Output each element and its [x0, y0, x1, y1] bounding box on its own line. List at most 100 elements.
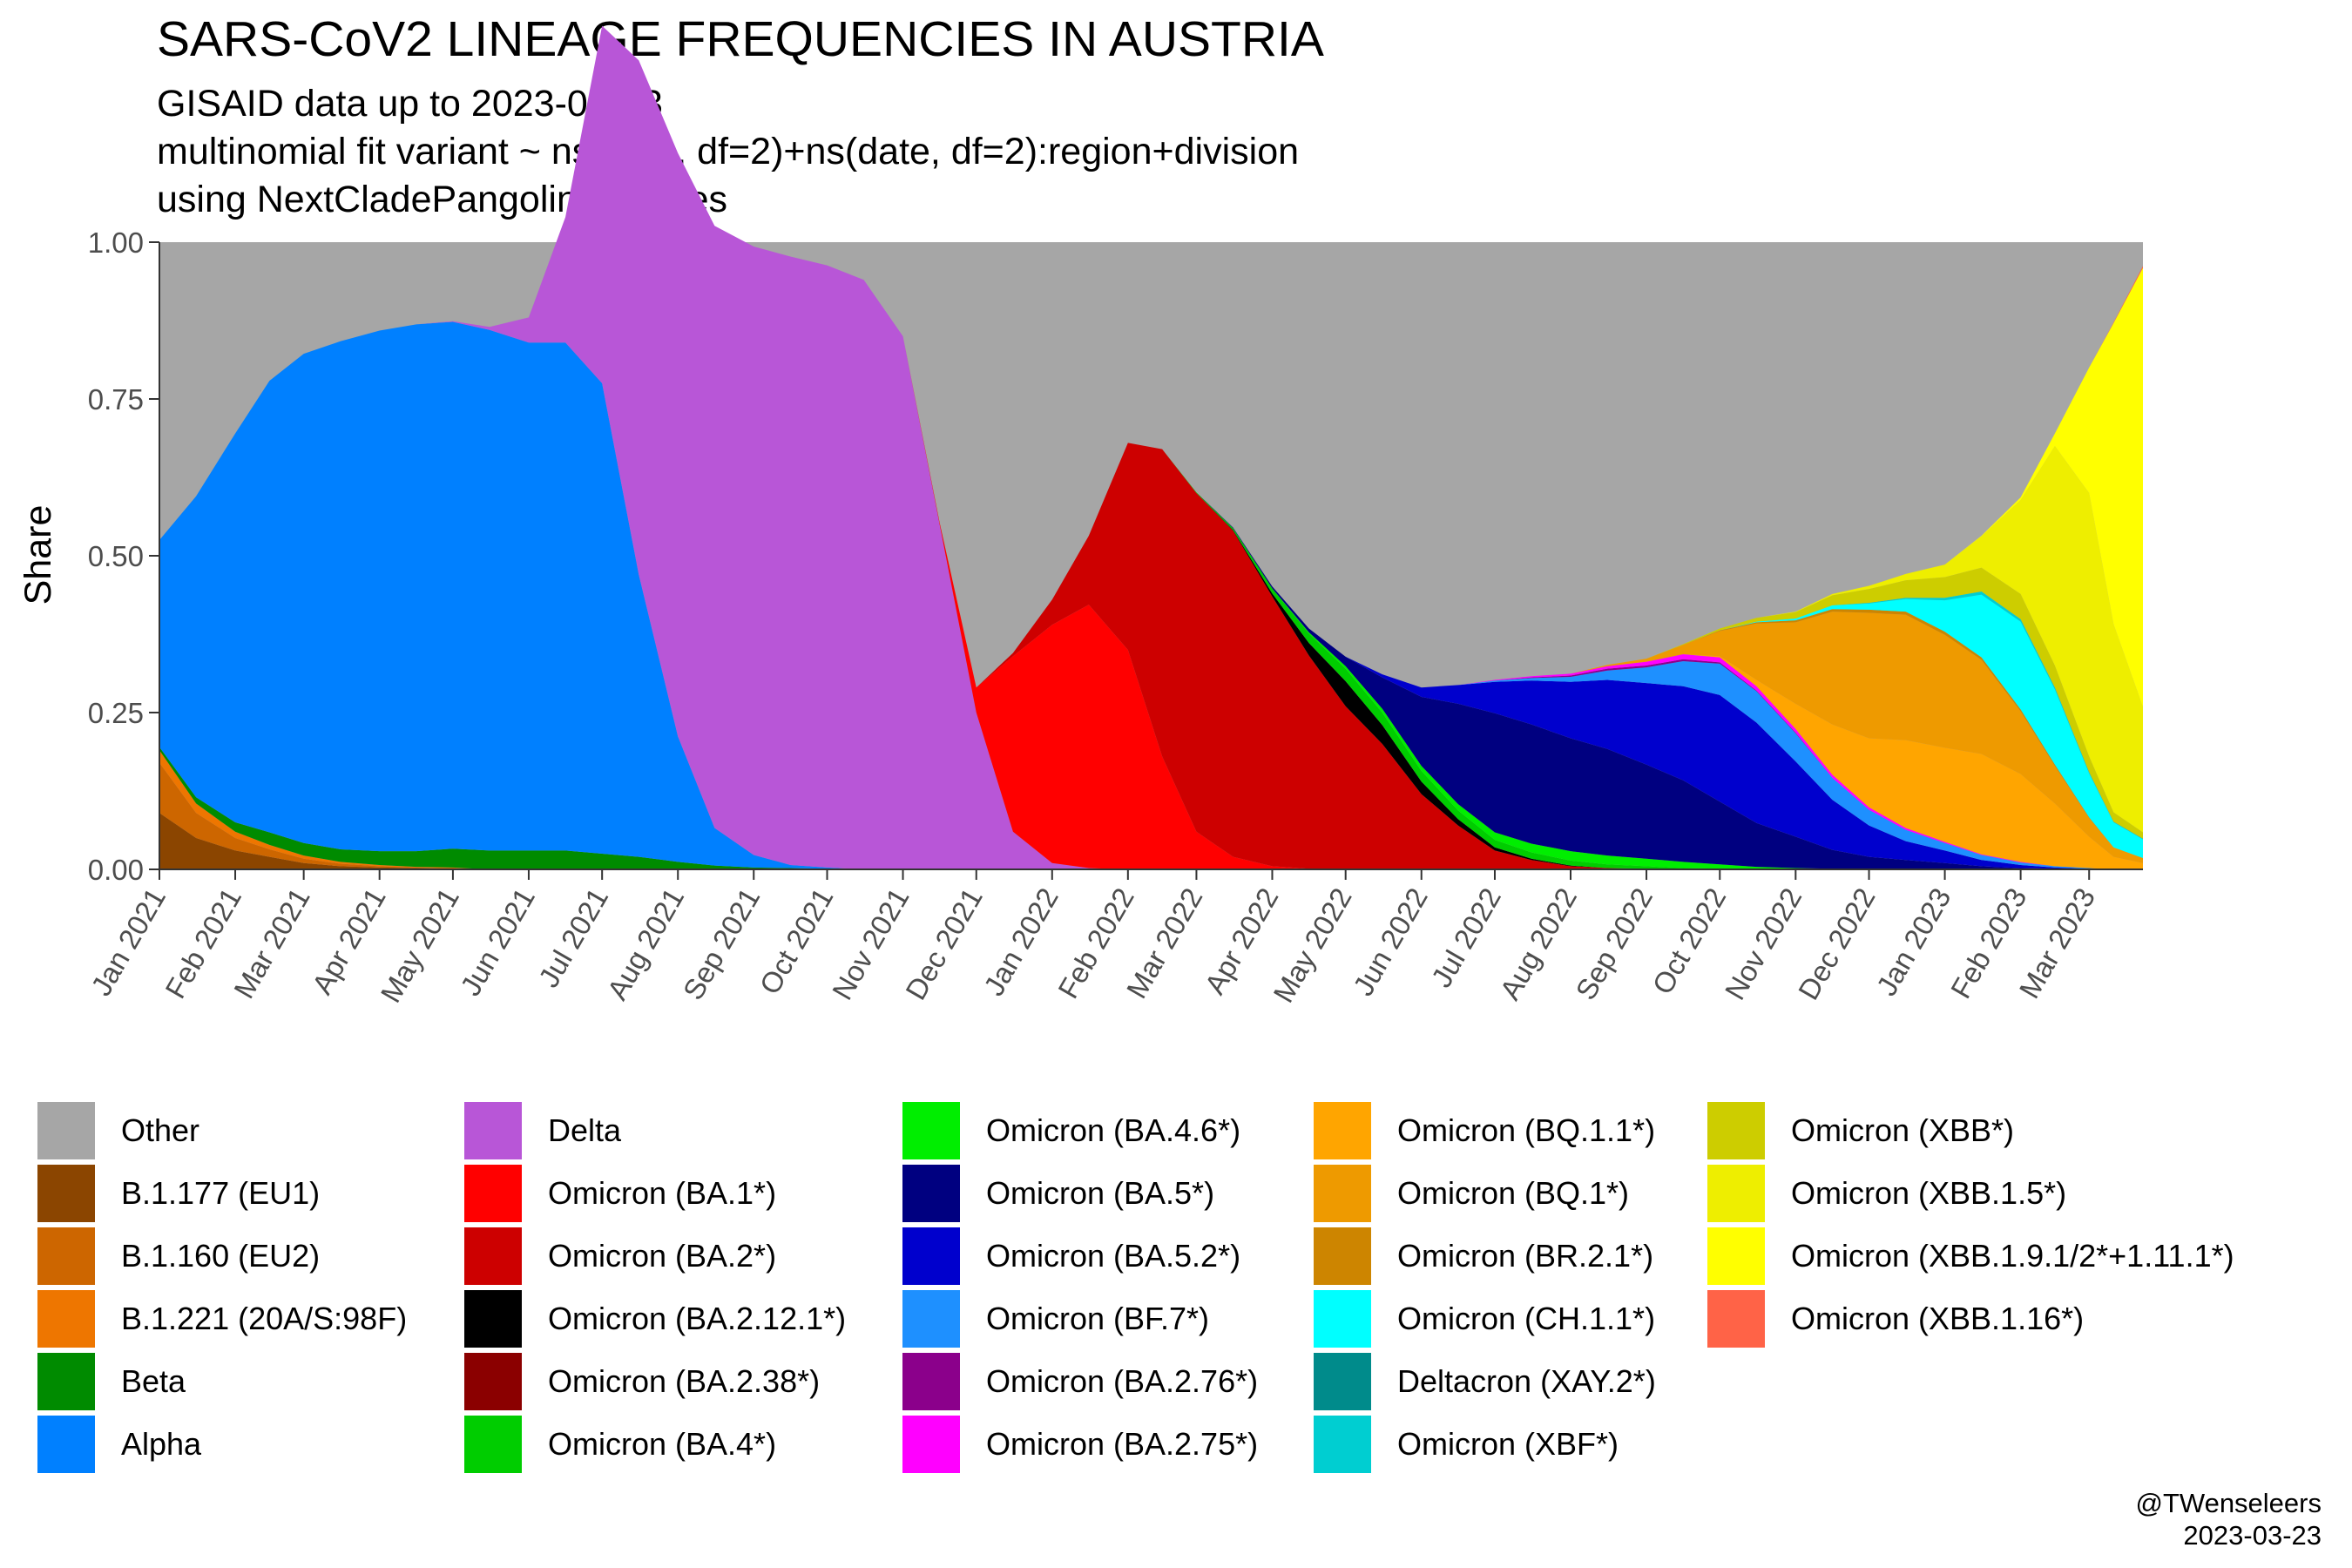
legend-item-omicron-ba-4-6: Omicron (BA.4.6*)	[902, 1102, 1240, 1159]
legend-swatch	[464, 1227, 522, 1285]
legend-label: Omicron (BA.2.75*)	[986, 1426, 1259, 1462]
x-tick-label: Aug 2021	[601, 882, 691, 1005]
legend-label: Omicron (BA.5.2*)	[986, 1238, 1241, 1274]
x-tick-label: Jun 2022	[1347, 882, 1434, 1001]
legend-label: Omicron (BF.7*)	[986, 1301, 1210, 1336]
chart-subtitle-line-1: GISAID data up to 2023-03-23	[157, 83, 663, 125]
legend-item-omicron-ba-2-76: Omicron (BA.2.76*)	[902, 1353, 1258, 1410]
legend-item-omicron-ba-5: Omicron (BA.5*)	[902, 1165, 1214, 1222]
legend-label: Omicron (BA.2.12.1*)	[548, 1301, 847, 1336]
legend-label: Omicron (BA.2.76*)	[986, 1363, 1259, 1399]
legend-label: Omicron (BA.4.6*)	[986, 1112, 1241, 1148]
legend-swatch	[37, 1290, 95, 1348]
legend-item-other: Other	[37, 1102, 199, 1159]
legend-swatch	[37, 1353, 95, 1410]
legend-label: Omicron (BQ.1*)	[1397, 1175, 1630, 1211]
legend-swatch	[464, 1416, 522, 1473]
legend-swatch	[1707, 1227, 1765, 1285]
legend-item-omicron-ba-1: Omicron (BA.1*)	[464, 1165, 776, 1222]
legend-item-b-1-160-eu2: B.1.160 (EU2)	[37, 1227, 320, 1285]
legend-item-omicron-xbb-1-16: Omicron (XBB.1.16*)	[1707, 1290, 2084, 1348]
legend-swatch	[902, 1416, 960, 1473]
legend-label: Omicron (XBB.1.5*)	[1791, 1175, 2067, 1211]
legend-swatch	[902, 1353, 960, 1410]
legend-swatch	[1707, 1102, 1765, 1159]
legend-item-omicron-bq-1-1: Omicron (BQ.1.1*)	[1314, 1102, 1655, 1159]
x-tick-label: Oct 2021	[754, 882, 840, 999]
x-tick-label: Aug 2022	[1493, 882, 1583, 1005]
legend-label: Omicron (BA.1*)	[548, 1175, 777, 1211]
legend-item-omicron-bq-1: Omicron (BQ.1*)	[1314, 1165, 1629, 1222]
x-tick-label: Jan 2023	[1870, 882, 1957, 1001]
legend-label: B.1.221 (20A/S:98F)	[121, 1301, 408, 1336]
legend-item-delta: Delta	[464, 1102, 621, 1159]
legend-label: Alpha	[121, 1426, 202, 1462]
credit-date: 2023-03-23	[2183, 1520, 2322, 1551]
legend-item-omicron-ch-1-1: Omicron (CH.1.1*)	[1314, 1290, 1655, 1348]
area-alpha	[159, 321, 2143, 869]
credit-handle: @TWenseleers	[2135, 1488, 2322, 1518]
legend-item-omicron-xbb: Omicron (XBB*)	[1707, 1102, 2014, 1159]
area-beta	[159, 747, 2143, 869]
x-tick-label: Jan 2022	[977, 882, 1064, 1001]
legend-label: Omicron (BQ.1.1*)	[1397, 1112, 1656, 1148]
area-omicron-ba-2	[159, 25, 2143, 870]
legend-swatch	[902, 1102, 960, 1159]
x-tick-label: Oct 2022	[1646, 882, 1732, 999]
legend-item-b-1-221-20a-s-98f: B.1.221 (20A/S:98F)	[37, 1290, 407, 1348]
area-delta	[159, 25, 2143, 870]
legend-label: Omicron (BA.2.38*)	[548, 1363, 821, 1399]
y-tick-label: 0.75	[88, 383, 144, 416]
legend-swatch	[37, 1102, 95, 1159]
y-tick-label: 1.00	[88, 226, 144, 259]
legend-label: Omicron (XBB.1.9.1/2*+1.11.1*)	[1791, 1238, 2234, 1274]
legend-label: Beta	[121, 1363, 186, 1399]
legend-label: B.1.160 (EU2)	[121, 1238, 321, 1274]
legend-item-omicron-xbb-1-5: Omicron (XBB.1.5*)	[1707, 1165, 2066, 1222]
legend-swatch	[464, 1290, 522, 1348]
chart-subtitle-line-2: multinomial fit variant ~ ns(date, df=2)…	[157, 131, 1300, 172]
y-tick-label: 0.25	[88, 697, 144, 729]
legend-swatch	[1314, 1290, 1371, 1348]
legend-swatch	[1314, 1165, 1371, 1222]
legend-swatch	[1314, 1102, 1371, 1159]
legend-item-omicron-br-2-1: Omicron (BR.2.1*)	[1314, 1227, 1653, 1285]
x-tick-label: Jan 2021	[84, 882, 172, 1001]
y-tick-label: 0.00	[88, 854, 144, 886]
legend-swatch	[902, 1165, 960, 1222]
legend-item-omicron-ba-5-2: Omicron (BA.5.2*)	[902, 1227, 1240, 1285]
legend-item-omicron-ba-2-12-1: Omicron (BA.2.12.1*)	[464, 1290, 846, 1348]
legend-label: B.1.177 (EU1)	[121, 1175, 321, 1211]
legend-swatch	[37, 1227, 95, 1285]
x-tick-label: Jul 2021	[532, 882, 614, 993]
legend-item-omicron-xbb-1-9-1-2-1-11-1: Omicron (XBB.1.9.1/2*+1.11.1*)	[1707, 1227, 2234, 1285]
legend-item-alpha: Alpha	[37, 1416, 201, 1473]
legend-swatch	[37, 1165, 95, 1222]
legend-label: Delta	[548, 1112, 622, 1148]
legend-item-omicron-ba-2-38: Omicron (BA.2.38*)	[464, 1353, 820, 1410]
area-layers	[159, 25, 2143, 870]
legend-item-omicron-xbf: Omicron (XBF*)	[1314, 1416, 1619, 1473]
legend-swatch	[464, 1353, 522, 1410]
legend-swatch	[464, 1165, 522, 1222]
legend-swatch	[1707, 1290, 1765, 1348]
legend-label: Other	[121, 1112, 200, 1148]
area-omicron-bq-1-1	[159, 25, 2143, 870]
chart-title: SARS-CoV2 LINEAGE FREQUENCIES IN AUSTRIA	[157, 11, 1324, 67]
legend-item-deltacron-xay-2: Deltacron (XAY.2*)	[1314, 1353, 1656, 1410]
y-tick-label: 0.50	[88, 540, 144, 572]
legend-label: Omicron (BA.5*)	[986, 1175, 1215, 1211]
legend-swatch	[37, 1416, 95, 1473]
legend-label: Deltacron (XAY.2*)	[1397, 1363, 1656, 1399]
legend-label: Omicron (XBB.1.16*)	[1791, 1301, 2085, 1336]
legend-item-omicron-ba-2-75: Omicron (BA.2.75*)	[902, 1416, 1258, 1473]
y-axis-label: Share	[17, 505, 59, 605]
legend-swatch	[464, 1102, 522, 1159]
legend-swatch	[1314, 1227, 1371, 1285]
legend-label: Omicron (BA.2*)	[548, 1238, 777, 1274]
legend-swatch	[902, 1227, 960, 1285]
x-tick-label: Sep 2021	[677, 882, 767, 1005]
legend-label: Omicron (XBF*)	[1397, 1426, 1619, 1462]
legend-label: Omicron (BA.4*)	[548, 1426, 777, 1462]
